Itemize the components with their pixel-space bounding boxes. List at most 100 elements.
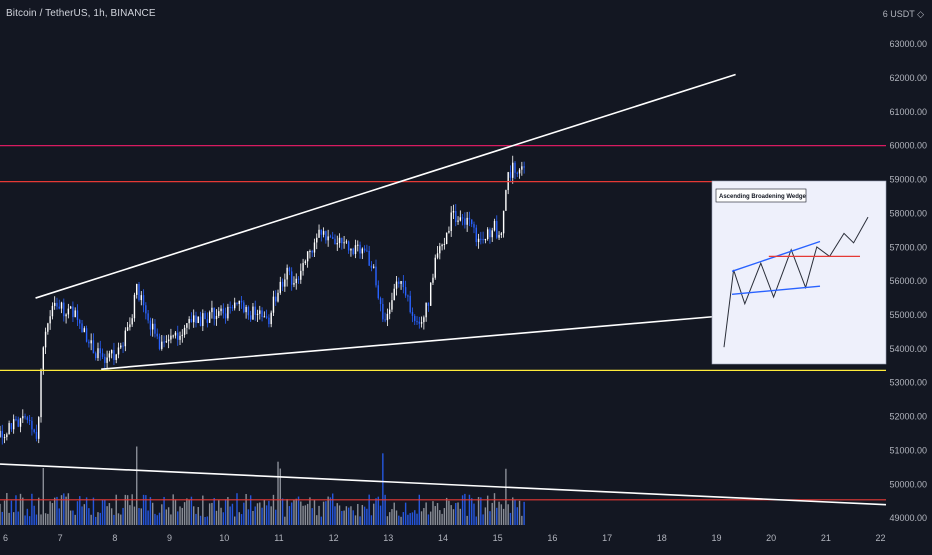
volume-bar-up xyxy=(111,508,112,525)
candle-up xyxy=(396,282,397,289)
volume-bar-up xyxy=(22,498,23,525)
volume-bar-down xyxy=(81,506,82,525)
candle-down xyxy=(95,353,96,358)
volume-bar-up xyxy=(400,517,401,525)
volume-bar-down xyxy=(368,495,369,525)
candle-down xyxy=(298,279,299,280)
candle-up xyxy=(435,258,436,278)
volume-bar-up xyxy=(220,508,221,525)
candle-up xyxy=(450,213,451,231)
candle-up xyxy=(466,218,467,225)
candle-down xyxy=(255,307,256,315)
candle-up xyxy=(286,268,287,280)
candle-down xyxy=(384,319,385,320)
candle-up xyxy=(61,303,62,309)
volume-bar-down xyxy=(482,514,483,525)
candle-down xyxy=(86,328,87,341)
time-tick-label: 19 xyxy=(711,533,721,543)
volume-bar-up xyxy=(129,505,130,525)
candle-down xyxy=(419,322,420,324)
candle-down xyxy=(282,282,283,287)
volume-bar-down xyxy=(159,513,160,525)
volume-bar-down xyxy=(236,493,237,525)
volume-bar-down xyxy=(359,516,360,525)
volume-bar-down xyxy=(72,510,73,525)
candle-up xyxy=(218,311,219,316)
candle-up xyxy=(498,235,499,238)
volume-bar-down xyxy=(122,508,123,525)
candle-up xyxy=(13,419,14,429)
volume-bar-up xyxy=(97,512,98,525)
volume-bar-up xyxy=(389,512,390,525)
price-axis[interactable]: 63000.00 62000.00 61000.00 60000.00 59000.00… xyxy=(888,0,932,550)
candle-down xyxy=(414,316,415,321)
candle-up xyxy=(234,303,235,309)
candle-down xyxy=(72,307,73,318)
candle-down xyxy=(29,420,30,421)
candle-down xyxy=(291,271,292,284)
currency-label[interactable]: 6 USDT ◇ xyxy=(883,9,924,20)
volume-bar-up xyxy=(193,506,194,525)
candle-up xyxy=(4,437,5,438)
volume-bar-up xyxy=(357,504,358,525)
candle-up xyxy=(188,319,189,323)
candle-up xyxy=(309,251,310,252)
volume-bar-down xyxy=(18,512,19,525)
candle-down xyxy=(248,307,249,315)
volume-bar-up xyxy=(170,514,171,525)
volume-bar-up xyxy=(65,497,66,525)
candle-down xyxy=(523,166,524,167)
time-axis[interactable]: 6 7 8 9 10 11 12 13 14 15 16 17 18 19 20 21 22 xyxy=(0,525,932,550)
candle-up xyxy=(129,324,130,327)
volume-bar-down xyxy=(104,500,105,525)
time-axis-background xyxy=(0,525,932,550)
volume-bar-up xyxy=(131,494,132,525)
volume-bar-down xyxy=(378,497,379,525)
volume-bar-up xyxy=(503,509,504,525)
candle-down xyxy=(489,229,490,237)
candle-down xyxy=(81,323,82,332)
candle-up xyxy=(421,322,422,324)
candle-up xyxy=(97,348,98,358)
volume-bar-down xyxy=(33,506,34,525)
volume-bar-up xyxy=(259,502,260,525)
candle-up xyxy=(127,327,128,330)
inset-title: Ascending Broadening Wedge xyxy=(719,194,807,200)
candle-down xyxy=(382,304,383,319)
price-tick-label: 54000.00 xyxy=(889,344,927,354)
volume-bar-up xyxy=(134,507,135,525)
candle-down xyxy=(371,266,372,268)
candle-up xyxy=(49,316,50,323)
candle-up xyxy=(209,312,210,323)
volume-bar-up xyxy=(257,503,258,525)
candle-down xyxy=(229,307,230,308)
volume-bar-down xyxy=(412,512,413,525)
volume-bar-down xyxy=(514,500,515,525)
volume-bar-up xyxy=(492,503,493,525)
volume-bar-up xyxy=(106,506,107,525)
candle-up xyxy=(74,310,75,317)
volume-bar-up xyxy=(355,515,356,525)
candle-up xyxy=(339,238,340,243)
price-tick-label: 59000.00 xyxy=(889,175,927,185)
candle-down xyxy=(79,320,80,324)
volume-bar-down xyxy=(150,497,151,525)
candle-down xyxy=(471,219,472,224)
volume-bar-up xyxy=(166,509,167,525)
candle-up xyxy=(357,245,358,246)
volume-bar-down xyxy=(405,503,406,525)
volume-bar-down xyxy=(29,516,30,525)
candle-up xyxy=(400,281,401,284)
candle-down xyxy=(36,432,37,439)
volume-bar-up xyxy=(343,511,344,525)
volume-bar-down xyxy=(138,508,139,525)
volume-bar-up xyxy=(13,512,14,525)
candle-up xyxy=(141,295,142,300)
candle-up xyxy=(439,246,440,253)
price-tick-label: 57000.00 xyxy=(889,242,927,252)
volume-bar-up xyxy=(277,462,278,525)
volume-bar-up xyxy=(339,505,340,525)
volume-bar-down xyxy=(59,508,60,525)
